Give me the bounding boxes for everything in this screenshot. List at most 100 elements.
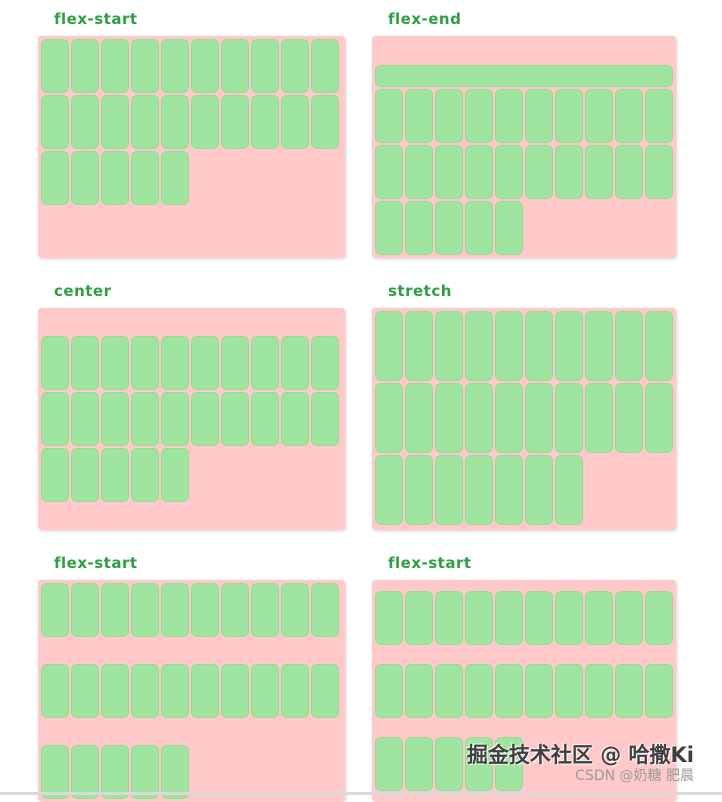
flex-item xyxy=(645,145,673,199)
flex-item xyxy=(435,736,463,791)
flex-item xyxy=(131,151,159,205)
flex-item xyxy=(101,336,129,390)
flex-item xyxy=(465,383,493,453)
flex-item xyxy=(251,95,279,149)
flex-item xyxy=(435,383,463,453)
flex-item xyxy=(555,383,583,453)
flex-item xyxy=(71,745,99,799)
flex-row xyxy=(375,145,673,199)
flex-item xyxy=(101,448,129,502)
flex-item xyxy=(131,392,159,446)
flex-item xyxy=(525,591,553,646)
flex-item xyxy=(71,39,99,93)
flex-item xyxy=(41,664,69,718)
flex-item xyxy=(41,151,69,205)
flex-item xyxy=(101,392,129,446)
flex-item xyxy=(71,664,99,718)
flex-item xyxy=(375,591,403,646)
flex-item xyxy=(131,664,159,718)
flex-item xyxy=(41,95,69,149)
flex-item xyxy=(495,383,523,453)
flex-item xyxy=(525,663,553,718)
flex-item xyxy=(615,145,643,199)
flex-item xyxy=(131,95,159,149)
flex-item xyxy=(41,392,69,446)
flex-item xyxy=(281,95,309,149)
flex-item xyxy=(375,89,403,143)
flex-item xyxy=(645,663,673,718)
flex-item xyxy=(251,664,279,718)
demo-panel-flex-start-3: flex-start xyxy=(372,554,676,802)
flex-item xyxy=(221,336,249,390)
flex-item xyxy=(281,336,309,390)
flex-item xyxy=(555,145,583,199)
flex-item xyxy=(615,89,643,143)
flex-row xyxy=(375,591,673,646)
flex-item xyxy=(161,336,189,390)
flex-item xyxy=(645,591,673,646)
demo-panel-flex-start-2: flex-start xyxy=(38,554,345,802)
flex-item xyxy=(495,201,523,255)
flex-item xyxy=(41,336,69,390)
flex-item xyxy=(585,383,613,453)
flex-item xyxy=(101,95,129,149)
flex-item xyxy=(221,583,249,637)
flex-row xyxy=(41,151,342,205)
flex-container xyxy=(372,36,676,258)
flex-item xyxy=(161,39,189,93)
flex-item xyxy=(161,448,189,502)
flex-item xyxy=(311,39,339,93)
flex-item xyxy=(405,89,433,143)
flex-item xyxy=(405,663,433,718)
flex-item xyxy=(41,448,69,502)
flex-item xyxy=(585,89,613,143)
demo-panel-flex-start-1: flex-start xyxy=(38,10,345,258)
flex-item xyxy=(281,39,309,93)
flex-row xyxy=(375,455,673,525)
flex-item xyxy=(465,201,493,255)
flex-row xyxy=(41,583,342,637)
flex-item xyxy=(161,583,189,637)
flex-item xyxy=(311,583,339,637)
flex-item xyxy=(555,455,583,525)
flex-row xyxy=(41,664,342,718)
demo-panel-flex-end: flex-end xyxy=(372,10,676,258)
flex-row xyxy=(375,311,673,381)
flex-item xyxy=(161,95,189,149)
flex-row xyxy=(375,201,673,255)
demo-panel-center: center xyxy=(38,282,345,530)
flex-item xyxy=(251,336,279,390)
flex-item xyxy=(375,736,403,791)
flex-item xyxy=(41,745,69,799)
flex-item xyxy=(435,591,463,646)
flex-item xyxy=(71,151,99,205)
flex-item xyxy=(311,336,339,390)
flex-item xyxy=(495,591,523,646)
flex-item xyxy=(615,591,643,646)
flex-item xyxy=(495,455,523,525)
flex-item xyxy=(585,663,613,718)
flex-item xyxy=(131,336,159,390)
flex-item xyxy=(465,89,493,143)
bottom-divider xyxy=(0,792,722,795)
flex-item xyxy=(161,151,189,205)
flex-item xyxy=(131,39,159,93)
flex-item xyxy=(495,663,523,718)
flex-item xyxy=(101,39,129,93)
flex-item xyxy=(405,591,433,646)
flex-item xyxy=(251,39,279,93)
flex-row xyxy=(375,89,673,143)
flex-item xyxy=(465,455,493,525)
flex-item xyxy=(131,583,159,637)
flex-item xyxy=(375,145,403,199)
flex-item xyxy=(191,664,219,718)
flex-row xyxy=(375,383,673,453)
flex-item xyxy=(405,145,433,199)
flex-item xyxy=(191,583,219,637)
flex-item xyxy=(281,664,309,718)
flex-item xyxy=(375,663,403,718)
flex-item xyxy=(555,591,583,646)
flex-row xyxy=(41,39,342,93)
flex-item xyxy=(101,583,129,637)
